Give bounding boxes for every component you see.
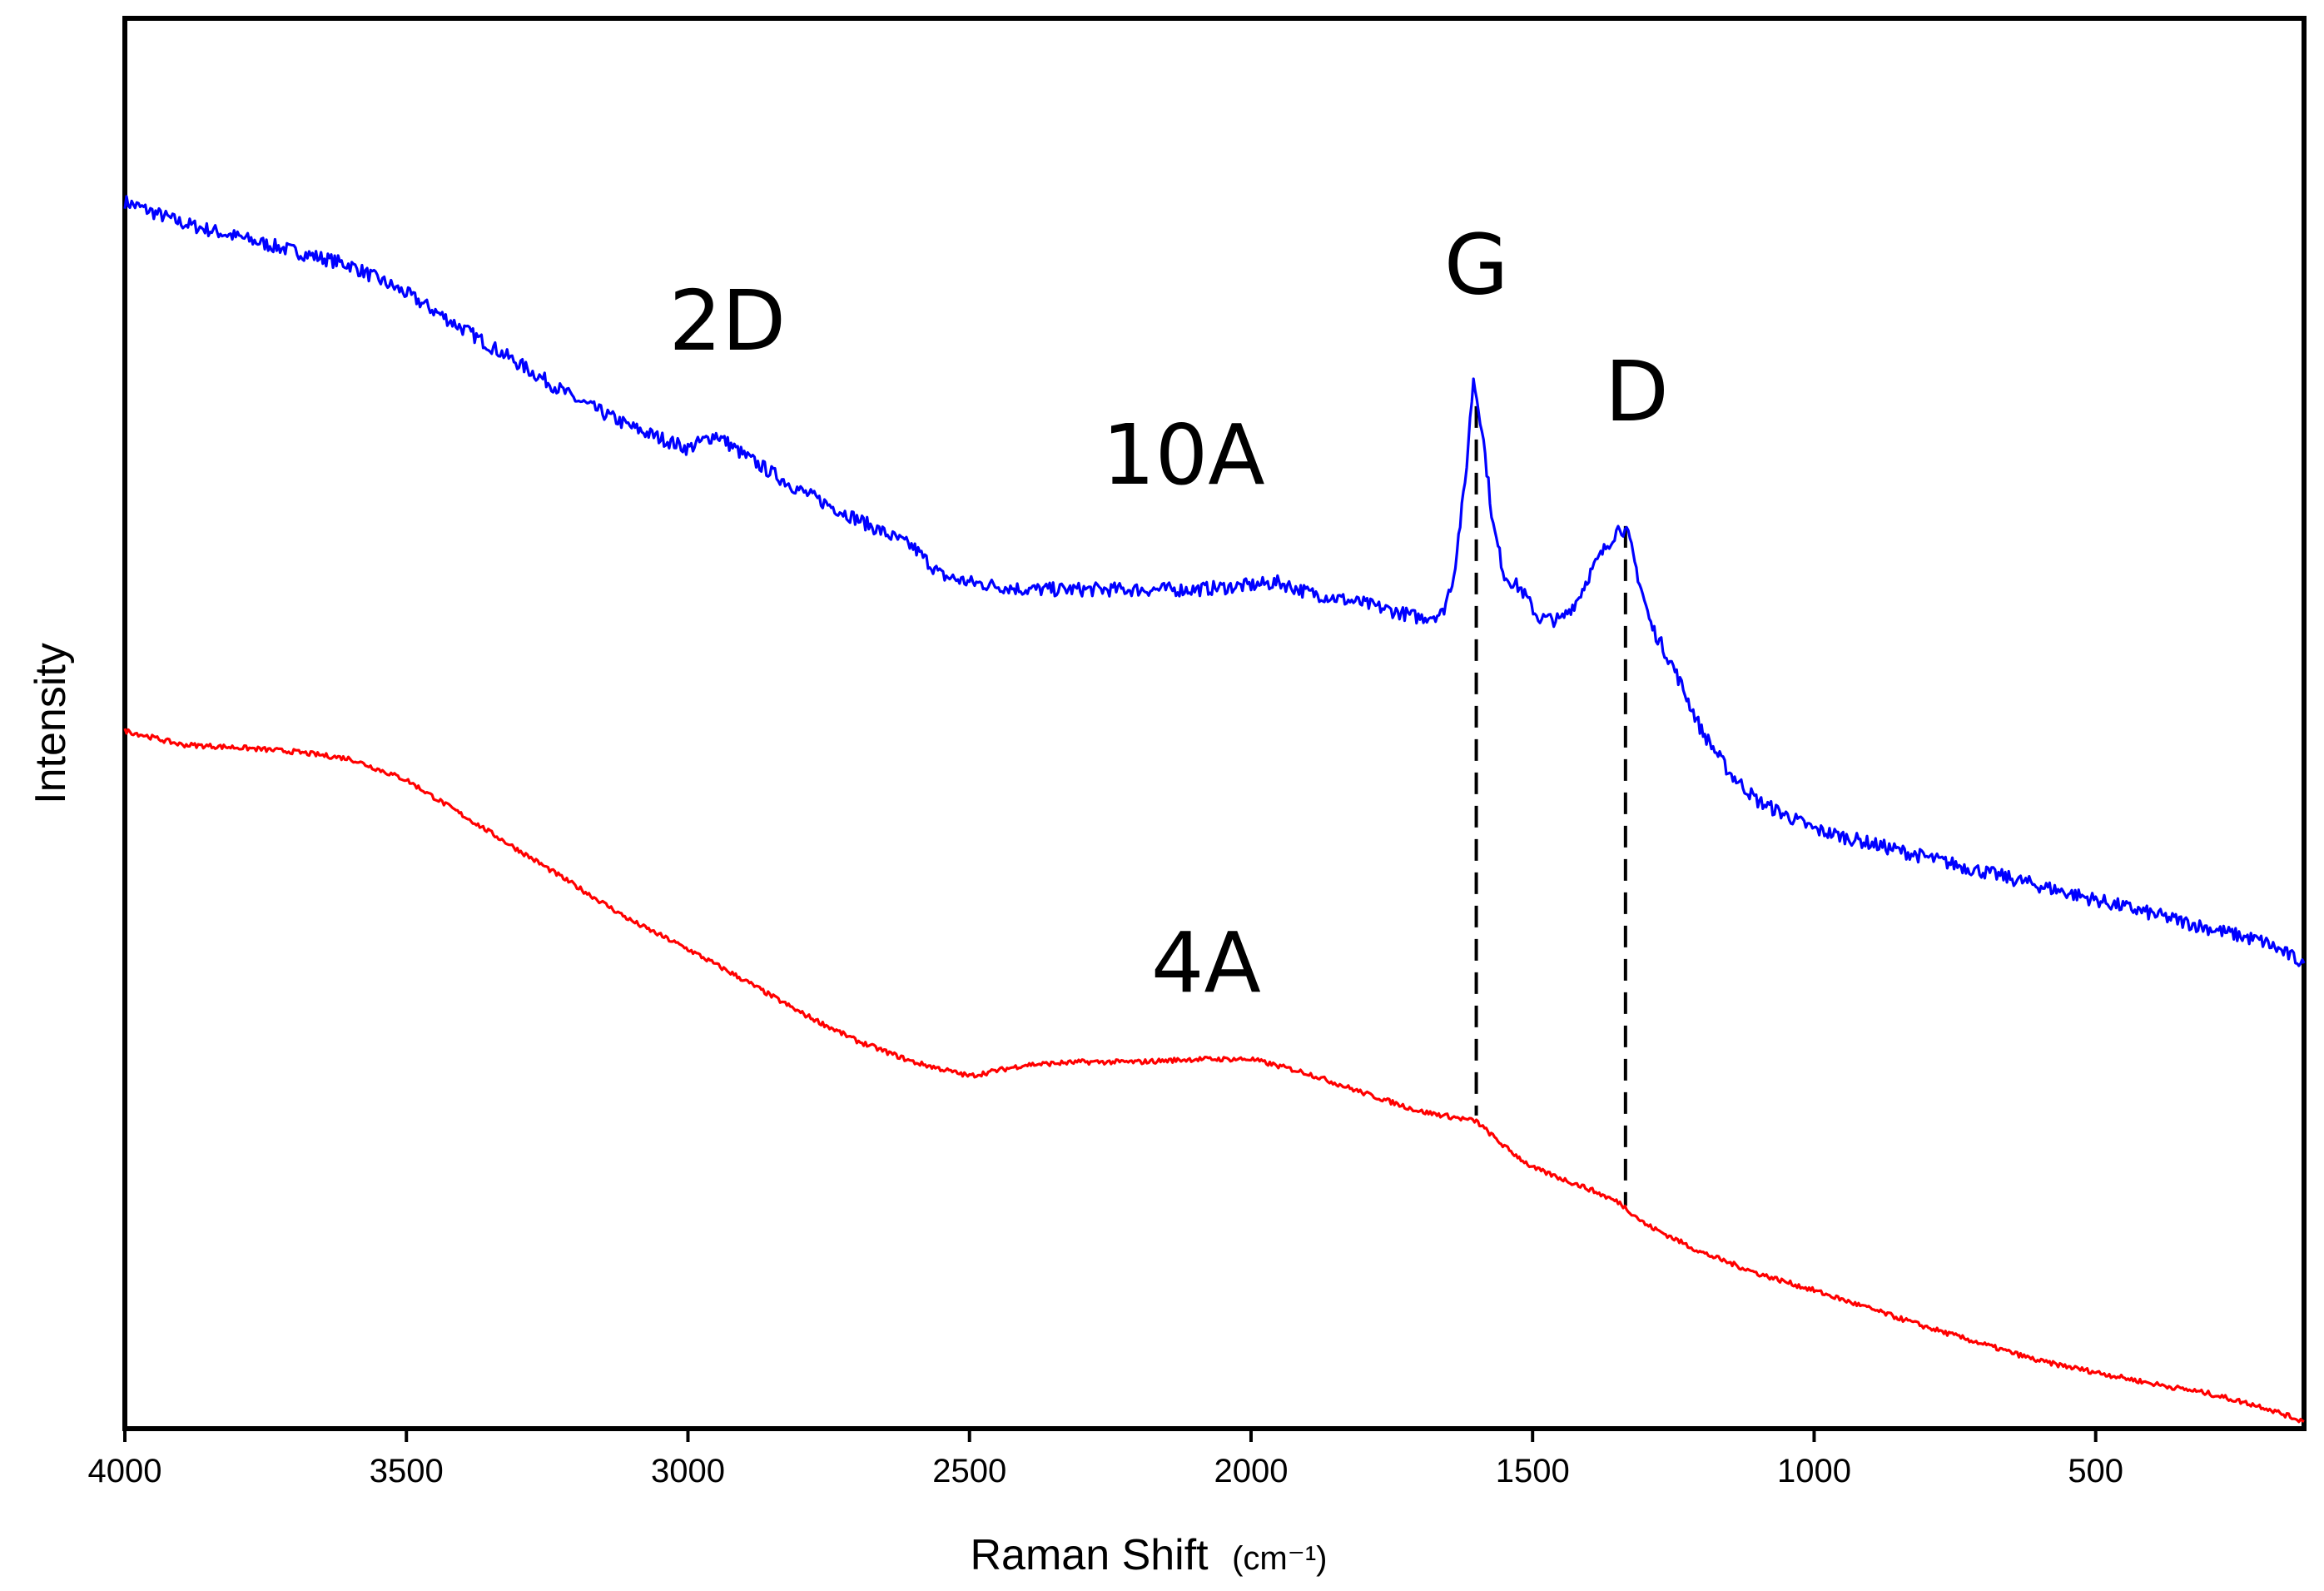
x-tick-label: 4000 [88, 1453, 162, 1489]
series-layer [123, 195, 2306, 1424]
x-tick-label: 1500 [1496, 1453, 1570, 1489]
series-line-4a [123, 728, 2305, 1424]
reference-lines [1474, 405, 1627, 1206]
series-line-10a [123, 195, 2306, 967]
annotation-4a: 4A [1151, 914, 1261, 1012]
annotation-2d: 2D [669, 272, 787, 370]
x-tick-label: 500 [2068, 1453, 2123, 1489]
y-axis-title: Intensity [27, 643, 75, 804]
annotation-10a: 10A [1102, 406, 1265, 504]
x-tick-label: 1000 [1777, 1453, 1851, 1489]
plot-frame [122, 16, 2307, 1431]
peak-annotations: 2D 10A GD 4A [669, 216, 1669, 1012]
annotation-d: D [1605, 343, 1669, 440]
x-tick-label: 3000 [651, 1453, 725, 1489]
x-axis-title: Raman Shift (cm⁻¹) [971, 1531, 1328, 1579]
x-axis-label: Raman Shift [971, 1531, 1209, 1579]
x-axis-unit: (cm⁻¹) [1232, 1540, 1327, 1577]
x-tick-label: 2500 [932, 1453, 1006, 1489]
annotation-g: G [1444, 216, 1509, 313]
x-axis-ticks: 4000 3500 3000 2500 2000 1500 1000 500 [88, 1429, 2123, 1489]
x-tick-label: 2000 [1214, 1453, 1288, 1489]
x-tick-label: 3500 [370, 1453, 444, 1489]
